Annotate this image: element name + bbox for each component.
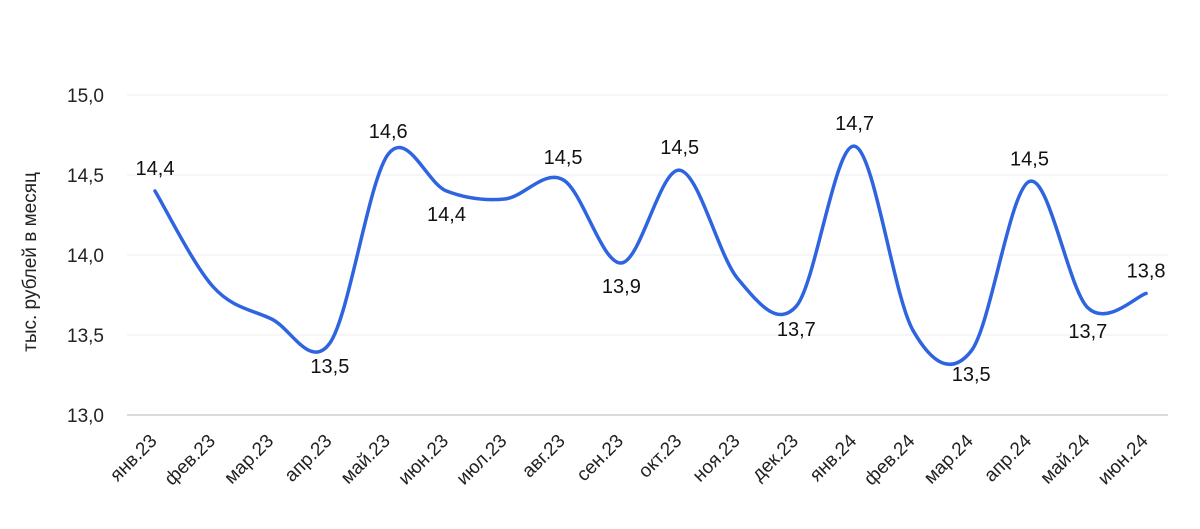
- x-tick-label: окт.23: [635, 431, 687, 483]
- data-label: 13,7: [777, 319, 816, 341]
- y-tick-label: 14,0: [67, 246, 104, 267]
- data-label: 14,6: [369, 121, 408, 143]
- x-tick-label: мар.23: [220, 431, 278, 489]
- y-axis-label: тыс. рублей в месяц: [20, 172, 41, 352]
- data-label: 14,5: [544, 147, 583, 169]
- x-tick-label: май.23: [337, 431, 395, 489]
- x-tick-label: июн.24: [1094, 430, 1153, 489]
- x-axis-ticks: янв.23 фев.23 мар.23 апр.23 май.23 июн.23 июл.…: [106, 430, 1153, 490]
- x-tick-label: июл.23: [453, 431, 512, 490]
- series-line: [153, 144, 1148, 366]
- data-label: 13,9: [602, 276, 641, 298]
- x-tick-label: янв.23: [106, 431, 161, 486]
- grid-lines: [127, 94, 1168, 416]
- x-tick-label: апр.24: [980, 430, 1036, 486]
- data-label: 14,5: [1010, 148, 1049, 170]
- data-label: 14,5: [660, 137, 699, 159]
- data-labels: 14,4 13,5 14,6 14,4 14,5 13,9 14,5 13,7 14,7 13,5…: [136, 113, 1166, 386]
- data-label: 13,5: [952, 364, 991, 386]
- x-tick-label: сен.23: [573, 431, 628, 486]
- x-tick-label: мар.24: [920, 430, 978, 488]
- y-tick-label: 14,5: [67, 166, 104, 187]
- data-label: 13,8: [1127, 260, 1166, 282]
- data-label: 14,4: [136, 158, 175, 180]
- x-tick-label: дек.23: [748, 431, 803, 486]
- x-tick-label: май.24: [1037, 430, 1095, 488]
- x-tick-label: июн.23: [395, 431, 454, 490]
- y-tick-label: 13,5: [67, 326, 104, 347]
- y-tick-label: 15,0: [67, 86, 104, 107]
- x-tick-label: фев.23: [161, 431, 220, 490]
- data-label: 13,5: [310, 356, 349, 378]
- x-tick-label: янв.24: [806, 430, 862, 486]
- data-label: 14,7: [835, 113, 874, 135]
- x-tick-label: ноя.23: [689, 431, 745, 487]
- data-label: 14,4: [427, 204, 466, 226]
- x-tick-label: фев.24: [860, 430, 919, 489]
- x-tick-label: авг.23: [518, 431, 569, 482]
- data-label: 13,7: [1068, 321, 1107, 343]
- y-tick-label: 13,0: [67, 406, 104, 427]
- y-axis-ticks: 13,0 13,5 14,0 14,5 15,0: [67, 86, 104, 427]
- x-tick-label: апр.23: [281, 431, 337, 487]
